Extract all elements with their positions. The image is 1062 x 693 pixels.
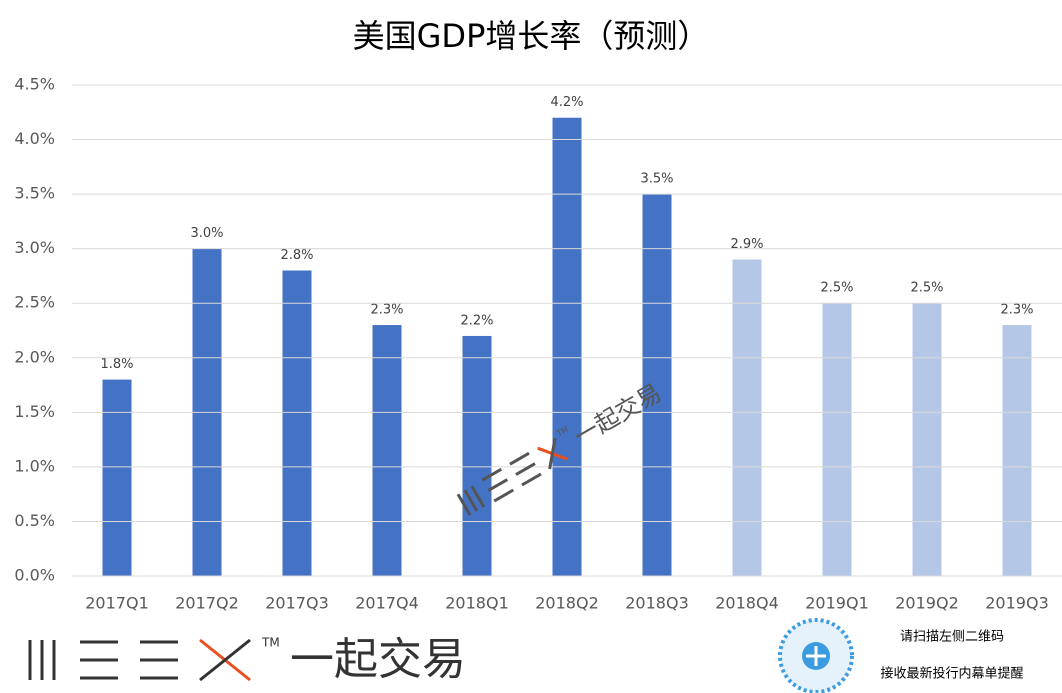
y-tick-label: 4.0% [14, 129, 55, 148]
bar [552, 117, 582, 576]
x-tick-label: 2018Q3 [625, 594, 689, 613]
watermark-logo [456, 437, 568, 516]
value-label: 2.3% [370, 303, 403, 318]
bar [1002, 325, 1032, 576]
x-tick-label: 2019Q3 [985, 594, 1049, 613]
bar [372, 325, 402, 576]
x-tick-label: 2018Q2 [535, 594, 599, 613]
x-tick-label: 2017Q2 [175, 594, 239, 613]
chart-title: 美国GDP增长率（预测） [353, 17, 710, 55]
y-tick-label: 1.5% [14, 402, 55, 421]
value-label: 2.8% [280, 248, 313, 263]
y-tick-label: 0.5% [14, 511, 55, 530]
value-label: 2.3% [1000, 303, 1033, 318]
y-tick-label: 2.0% [14, 347, 55, 366]
y-tick-label: 0.0% [14, 566, 55, 585]
bar [462, 335, 492, 576]
value-label: 4.2% [550, 95, 583, 110]
y-tick-label: 3.0% [14, 238, 55, 257]
x-tick-label: 2017Q1 [85, 594, 149, 613]
value-label: 2.2% [460, 313, 493, 328]
value-label: 3.0% [190, 226, 223, 241]
qr-caption: 请扫描左侧二维码 [900, 630, 1004, 645]
y-tick-label: 4.5% [14, 75, 55, 94]
x-tick-label: 2018Q1 [445, 594, 509, 613]
bar [822, 303, 852, 576]
value-label: 2.5% [820, 281, 853, 296]
x-tick-label: 2019Q1 [805, 594, 869, 613]
bar [102, 379, 132, 576]
value-label: 2.5% [910, 281, 943, 296]
value-label: 3.5% [640, 172, 673, 187]
value-label: 1.8% [100, 357, 133, 372]
bar [732, 259, 762, 576]
y-tick-label: 1.0% [14, 456, 55, 475]
x-tick-label: 2017Q4 [355, 594, 419, 613]
footer-tm: TM [261, 636, 280, 650]
qr-caption: 接收最新投行内幕单提醒 [880, 666, 1023, 682]
x-tick-label: 2017Q3 [265, 594, 329, 613]
bar [912, 303, 942, 576]
footer-logo [28, 638, 251, 682]
bar [642, 194, 672, 576]
value-label: 2.9% [730, 237, 763, 252]
bar [282, 270, 312, 576]
y-tick-label: 3.5% [14, 184, 55, 203]
footer-brand: 一起交易 [290, 634, 466, 685]
x-tick-label: 2018Q4 [715, 594, 779, 613]
x-tick-label: 2019Q2 [895, 594, 959, 613]
y-tick-label: 2.5% [14, 293, 55, 312]
qr-code [778, 618, 854, 693]
